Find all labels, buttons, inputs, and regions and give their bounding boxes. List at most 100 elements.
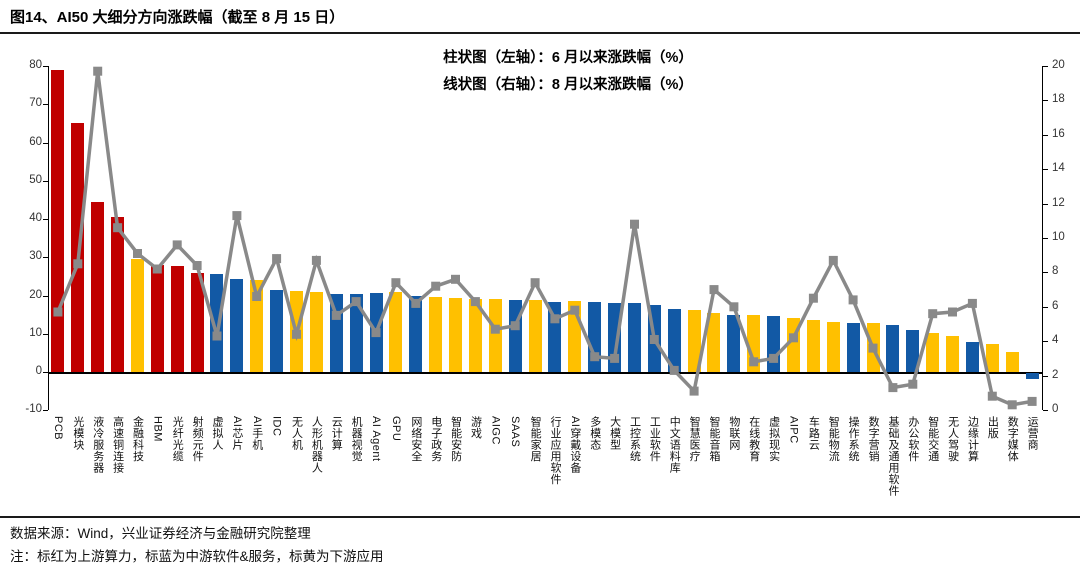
x-axis-label: 金融科技 xyxy=(131,416,144,462)
right-axis-tick xyxy=(1043,375,1048,377)
left-axis-tick-label: -10 xyxy=(25,403,42,416)
bar-智能家居 xyxy=(528,300,542,372)
legend-bar-series: 柱状图（左轴）：6 月以来涨跌幅（%） xyxy=(443,50,693,66)
footer-divider xyxy=(0,516,1080,518)
left-axis-tick xyxy=(43,180,48,182)
right-axis-tick xyxy=(1043,66,1048,67)
right-axis-tick xyxy=(1043,306,1048,308)
x-axis-label: 物联网 xyxy=(727,416,740,451)
bar-高速铜连接 xyxy=(111,217,125,372)
x-axis-label: 虚拟人 xyxy=(211,416,224,451)
bar-在线教育 xyxy=(747,315,761,372)
x-axis-label: PCB xyxy=(51,416,64,441)
right-axis-tick-label: 10 xyxy=(1052,231,1065,243)
x-axis-label: 中文语料库 xyxy=(668,416,681,474)
bar-车路云 xyxy=(806,319,820,372)
bar-AI芯片 xyxy=(230,279,244,372)
line-marker xyxy=(848,295,858,305)
x-axis-baseline xyxy=(48,372,1042,374)
bar-网络安全 xyxy=(409,296,423,372)
left-axis-tick xyxy=(43,295,48,297)
line-marker xyxy=(391,278,401,288)
x-axis-label: SAAS xyxy=(509,416,522,448)
x-axis-label: 智能物流 xyxy=(827,416,840,462)
bar-SAAS xyxy=(508,300,522,372)
bar-游戏 xyxy=(468,299,482,372)
left-axis-tick xyxy=(43,257,48,259)
left-axis-tick xyxy=(43,410,48,412)
x-axis-label: 车路云 xyxy=(807,416,820,451)
bar-AI穿戴设备 xyxy=(568,300,582,372)
x-axis-label: 无人机 xyxy=(290,416,303,451)
left-axis-tick-label: 0 xyxy=(35,365,42,377)
line-marker xyxy=(630,219,639,229)
left-axis-tick-label: 30 xyxy=(29,250,42,263)
left-axis-line xyxy=(48,66,49,410)
left-axis-tick-label: 40 xyxy=(29,212,42,224)
bar-IDC xyxy=(270,290,284,372)
x-axis-label: 行业应用软件 xyxy=(548,416,561,485)
x-axis-label: 游戏 xyxy=(469,416,482,439)
bar-边缘计算 xyxy=(965,341,979,372)
bar-液冷服务器 xyxy=(91,201,105,372)
bar-智能物流 xyxy=(826,321,840,372)
x-axis-label: 智能音箱 xyxy=(708,416,721,462)
left-axis-tick xyxy=(43,219,48,220)
x-axis-label: 多模态 xyxy=(588,416,601,451)
left-axis-tick-label: 60 xyxy=(29,135,42,148)
line-marker xyxy=(709,285,719,295)
left-axis-tick xyxy=(43,142,48,144)
line-marker xyxy=(828,255,838,265)
bar-数字营销 xyxy=(866,323,880,372)
line-marker xyxy=(808,293,818,303)
x-axis-label: 电子政务 xyxy=(429,416,442,462)
x-axis-label: 智能交通 xyxy=(926,416,939,462)
bar-无人机 xyxy=(290,290,303,372)
x-axis-label: 云计算 xyxy=(330,416,343,451)
right-axis-line xyxy=(1042,66,1043,410)
x-axis-label: IDC xyxy=(270,416,283,437)
left-axis-tick xyxy=(43,372,48,373)
x-axis-label: 数字媒体 xyxy=(1006,416,1019,462)
bar-多模态 xyxy=(588,301,602,372)
line-marker xyxy=(928,309,938,319)
x-axis-label: 液冷服务器 xyxy=(91,416,104,474)
bar-机器视觉 xyxy=(349,293,363,372)
line-marker xyxy=(967,298,977,308)
bar-运营商 xyxy=(1025,373,1039,379)
right-axis-tick xyxy=(1043,134,1048,136)
right-axis-tick-label: 14 xyxy=(1052,162,1065,175)
right-axis-tick-label: 18 xyxy=(1052,93,1065,106)
line-marker xyxy=(729,302,739,312)
x-axis-label: 在线教育 xyxy=(747,416,760,462)
line-marker xyxy=(908,379,918,389)
x-axis-label: 工控系统 xyxy=(628,416,641,462)
line-marker xyxy=(133,249,142,258)
x-axis-label: 智慧医疗 xyxy=(688,416,701,462)
bar-人形机器人 xyxy=(309,292,323,372)
x-axis-label: 办公软件 xyxy=(906,416,919,462)
left-axis-tick-label: 50 xyxy=(29,173,42,186)
x-axis-label: 人形机器人 xyxy=(310,416,323,474)
x-axis-label: GPU xyxy=(389,416,402,442)
right-axis-tick xyxy=(1043,410,1048,411)
bar-云计算 xyxy=(329,293,343,372)
title-divider xyxy=(0,32,1080,34)
line-marker xyxy=(1027,396,1037,406)
bar-工控系统 xyxy=(627,302,641,372)
line-marker xyxy=(530,278,540,288)
bar-中文语料库 xyxy=(667,309,681,372)
bar-智能安防 xyxy=(449,297,463,372)
page-title: 图14、AI50 大细分方向涨跌幅（截至 8 月 15 日） xyxy=(10,9,345,26)
right-axis-tick-label: 2 xyxy=(1052,368,1059,381)
left-axis-tick-label: 80 xyxy=(29,59,42,71)
bar-智慧医疗 xyxy=(687,310,701,372)
line-marker xyxy=(451,274,460,284)
left-axis-tick-label: 20 xyxy=(29,288,42,301)
x-axis-label: AI穿戴设备 xyxy=(568,416,581,474)
line-marker xyxy=(232,211,242,221)
left-axis-tick xyxy=(43,66,48,67)
footnote: 注：标红为上游算力，标蓝为中游软件&服务，标黄为下游应用 xyxy=(10,549,384,564)
bar-操作系统 xyxy=(846,323,860,372)
